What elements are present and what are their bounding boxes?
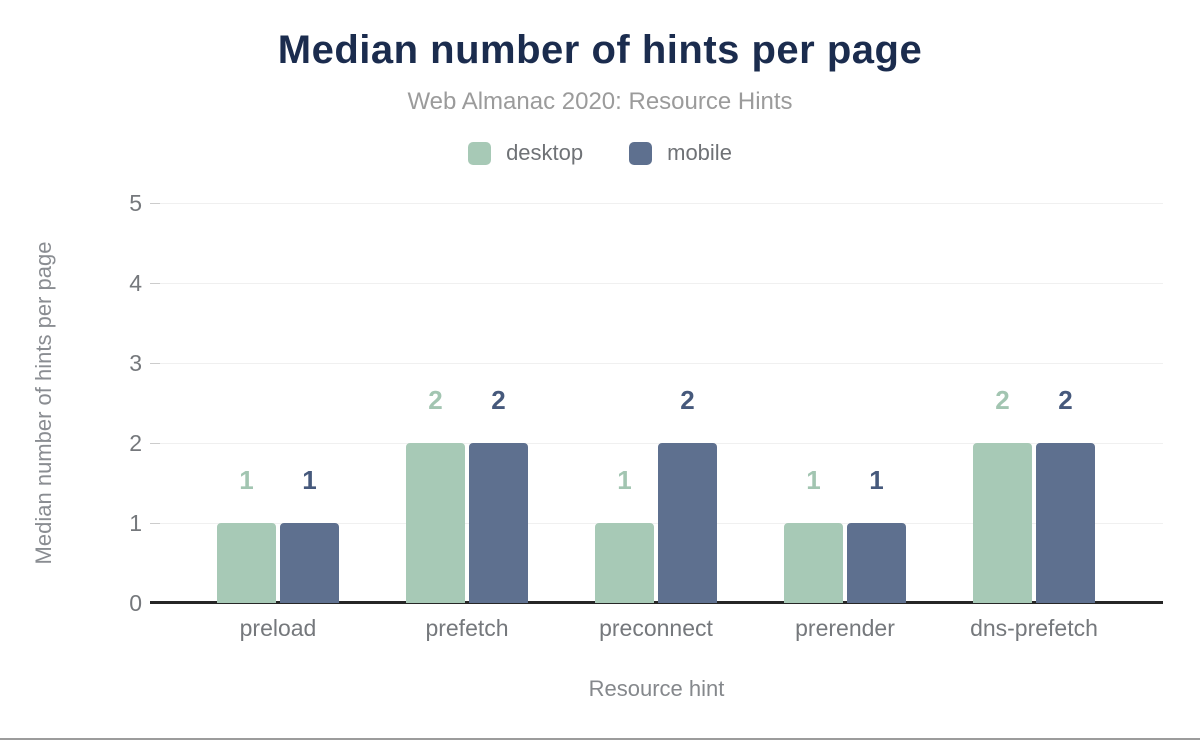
y-tick-mark-1: [150, 523, 160, 524]
gridline-2: [150, 443, 1163, 444]
y-tick-mark-4: [150, 283, 160, 284]
value-label-mobile-prerender: 1: [869, 465, 884, 495]
value-label-mobile-preconnect: 2: [680, 385, 695, 415]
bar-desktop-preload[interactable]: [217, 523, 276, 603]
legend: desktop mobile: [0, 140, 1200, 166]
gridline-3: [150, 363, 1163, 364]
y-tick-label-1: 1: [129, 510, 142, 536]
value-label-desktop-preload: 1: [239, 465, 254, 495]
x-category-label-prefetch: prefetch: [425, 615, 509, 641]
y-axis-tick-labels: 0 1 2 3 4 5: [0, 190, 142, 616]
value-label-mobile-prefetch: 2: [491, 385, 506, 415]
x-category-label-preload: preload: [239, 615, 317, 641]
value-label-desktop-prerender: 1: [806, 465, 821, 495]
legend-swatch-mobile: [629, 141, 653, 165]
legend-label: desktop: [506, 140, 584, 165]
gridline-1: [150, 523, 1163, 524]
value-label-desktop-dns-prefetch: 2: [995, 385, 1010, 415]
y-tick-label-5: 5: [129, 190, 142, 216]
bar-desktop-preconnect[interactable]: [595, 523, 654, 603]
y-tick-label-3: 3: [129, 350, 142, 376]
bar-desktop-prefetch[interactable]: [406, 443, 465, 603]
value-label-desktop-preconnect: 1: [617, 465, 632, 495]
bar-mobile-preconnect[interactable]: [658, 443, 717, 603]
x-category-label-prerender: prerender: [795, 615, 895, 641]
y-tick-mark-5: [150, 203, 160, 204]
y-tick-label-0: 0: [129, 590, 142, 616]
y-tick-mark-2: [150, 443, 160, 444]
bar-mobile-prerender[interactable]: [847, 523, 906, 603]
y-tick-mark-3: [150, 363, 160, 364]
x-axis-title: Resource hint: [588, 676, 725, 701]
x-axis-line: [150, 601, 1163, 604]
bar-desktop-dns-prefetch[interactable]: [973, 443, 1032, 603]
y-tick-label-4: 4: [129, 270, 142, 296]
y-tick-label-2: 2: [129, 430, 142, 456]
plot-area: 1 1 preload 2 2 prefetch 1 2 preconnect 1 1 prerend…: [150, 203, 1163, 641]
gridline-4: [150, 283, 1163, 284]
x-category-label-dns-prefetch: dns-prefetch: [970, 615, 1098, 641]
legend-item-mobile[interactable]: mobile: [629, 140, 732, 166]
x-category-label-preconnect: preconnect: [599, 615, 713, 641]
bar-mobile-prefetch[interactable]: [469, 443, 528, 603]
legend-item-desktop[interactable]: desktop: [468, 140, 583, 166]
chart-title: Median number of hints per page: [277, 28, 923, 72]
bar-desktop-prerender[interactable]: [784, 523, 843, 603]
gridline-5: [150, 203, 1163, 204]
bar-mobile-preload[interactable]: [280, 523, 339, 603]
value-label-mobile-preload: 1: [302, 465, 317, 495]
value-label-mobile-dns-prefetch: 2: [1058, 385, 1073, 415]
chart-subtitle: Web Almanac 2020: Resource Hints: [407, 88, 793, 115]
legend-label: mobile: [667, 140, 732, 165]
value-label-desktop-prefetch: 2: [428, 385, 443, 415]
legend-swatch-desktop: [468, 141, 492, 165]
bottom-rule: [0, 738, 1200, 740]
bar-mobile-dns-prefetch[interactable]: [1036, 443, 1095, 603]
